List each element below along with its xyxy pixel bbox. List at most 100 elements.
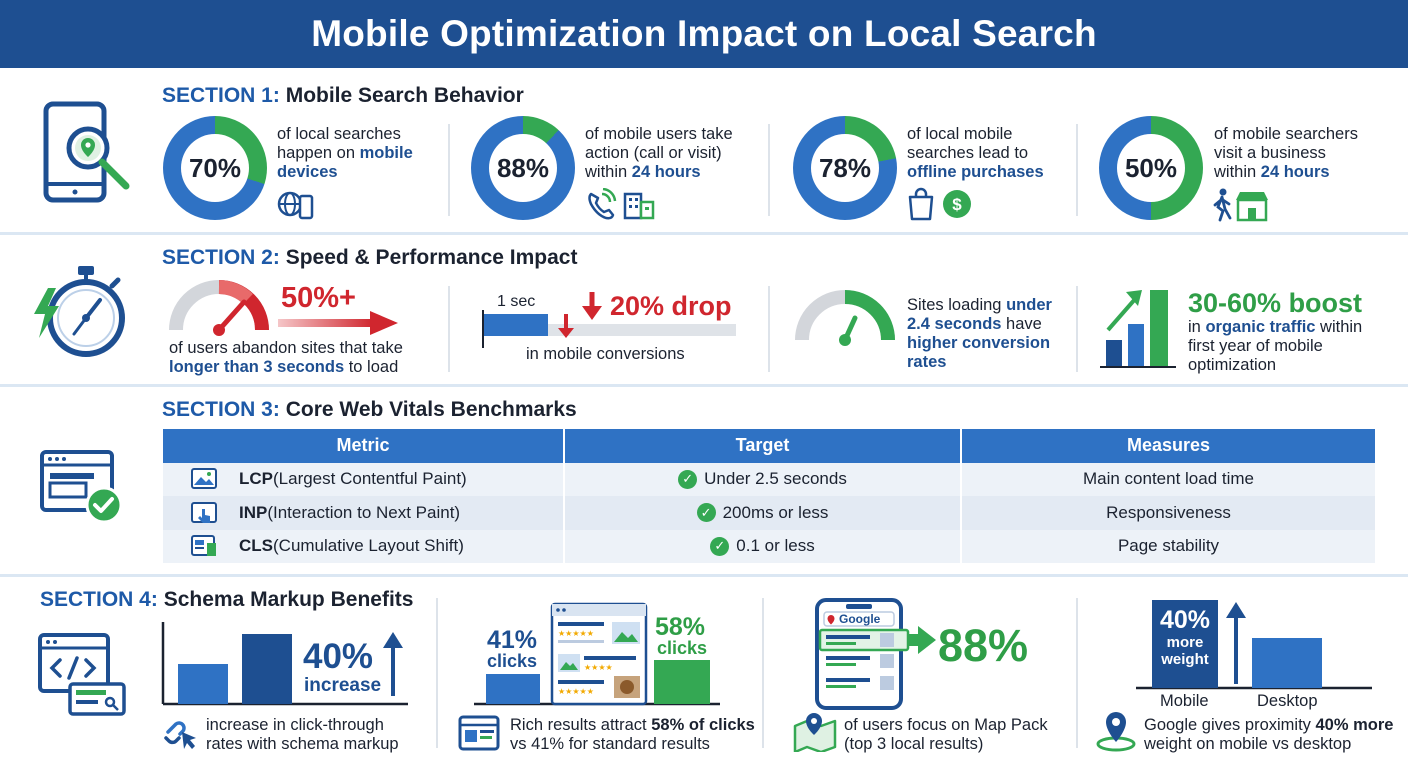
bar-with-schema bbox=[242, 634, 292, 704]
section-1-name: Mobile Search Behavior bbox=[285, 84, 524, 107]
section-1-number: SECTION 1: bbox=[162, 84, 280, 107]
one-second-label: 1 sec bbox=[497, 293, 536, 310]
abandon-value: 50%+ bbox=[281, 282, 356, 314]
target-cell: ✓ 0.1 or less bbox=[565, 529, 962, 563]
svg-text:★★★★: ★★★★ bbox=[584, 663, 613, 672]
stat-text-action-24h: of mobile users take action (call or vis… bbox=[585, 125, 733, 181]
proximity-text: Google gives proximity 40% more weight o… bbox=[1144, 716, 1394, 753]
divider bbox=[436, 598, 438, 748]
growth-chart-icon bbox=[1100, 290, 1176, 368]
svg-text:★★★★★: ★★★★★ bbox=[558, 629, 594, 638]
fast-gauge-icon bbox=[795, 290, 895, 346]
speed-gauge-icon bbox=[169, 280, 269, 336]
section-divider bbox=[0, 232, 1408, 235]
layout-icon bbox=[191, 535, 216, 557]
section-4-title: SECTION 4: Schema Markup Benefits bbox=[40, 588, 414, 611]
svg-text:$: $ bbox=[952, 195, 962, 214]
proximity-bar-chart bbox=[1136, 600, 1372, 690]
donut-chart-action-24h: 88% bbox=[471, 116, 575, 220]
donut-chart-offline-purchases: 78% bbox=[793, 116, 897, 220]
code-browser-icon bbox=[38, 633, 126, 716]
stopwatch-icon bbox=[34, 266, 125, 357]
check-icon: ✓ bbox=[710, 536, 730, 556]
divider bbox=[768, 124, 770, 216]
phone-call-icon bbox=[588, 188, 655, 220]
check-icon: ✓ bbox=[696, 503, 716, 523]
donut-value: 50% bbox=[1117, 134, 1185, 202]
boost-text: in organic traffic within first year of … bbox=[1188, 318, 1363, 374]
map-pack-phone-icon bbox=[815, 598, 936, 710]
page-title: Mobile Optimization Impact on Local Sear… bbox=[311, 13, 1097, 54]
proximity-label: 40% more weight bbox=[1159, 606, 1211, 668]
stat-text-mobile-searches: of local searches happen on mobile devic… bbox=[277, 125, 413, 181]
drop-value: 20% drop bbox=[610, 291, 732, 321]
donut-value: 70% bbox=[181, 134, 249, 202]
check-icon: ✓ bbox=[678, 469, 698, 489]
divider bbox=[448, 286, 450, 372]
bar-desktop bbox=[1252, 638, 1322, 688]
measures-cell: Page stability bbox=[962, 529, 1375, 563]
map-pin-icon bbox=[793, 713, 837, 752]
ctr-sub: increase bbox=[304, 675, 382, 696]
column-header-measures: Measures bbox=[962, 429, 1375, 463]
donut-value: 78% bbox=[811, 134, 879, 202]
measures-cell: Responsiveness bbox=[962, 496, 1375, 530]
walking-person-icon bbox=[1213, 188, 1268, 222]
mobile-search-icon bbox=[43, 101, 130, 203]
donut-chart-visit-business: 50% bbox=[1099, 116, 1203, 220]
table-row: LCP (Largest Contentful Paint) ✓ Under 2.… bbox=[163, 462, 1375, 496]
metric-cell: INP (Interaction to Next Paint) bbox=[163, 496, 565, 530]
section-divider bbox=[0, 384, 1408, 387]
divider bbox=[762, 598, 764, 748]
abandon-text: of users abandon sites that take longer … bbox=[169, 339, 403, 376]
page-header: Mobile Optimization Impact on Local Sear… bbox=[0, 0, 1408, 68]
ctr-bar-chart bbox=[161, 622, 408, 706]
section-divider bbox=[0, 574, 1408, 577]
location-pin-icon bbox=[1096, 712, 1136, 752]
table-row: INP (Interaction to Next Paint) ✓ 200ms o… bbox=[163, 496, 1375, 530]
shopping-bag-icon: $ bbox=[908, 187, 971, 221]
table-row: CLS (Cumulative Layout Shift) ✓ 0.1 or le… bbox=[163, 529, 1375, 563]
core-web-vitals-table: Metric Target Measures LCP (Largest Cont… bbox=[163, 429, 1375, 563]
image-icon bbox=[191, 468, 217, 490]
metric-cell: LCP (Largest Contentful Paint) bbox=[163, 462, 565, 496]
target-cell: ✓ Under 2.5 seconds bbox=[565, 462, 962, 496]
red-arrow-right-icon bbox=[278, 311, 398, 335]
column-header-metric: Metric bbox=[163, 429, 565, 463]
metric-cell: CLS (Cumulative Layout Shift) bbox=[163, 529, 565, 563]
divider bbox=[448, 124, 450, 216]
browser-check-icon bbox=[40, 450, 123, 524]
conversion-drop-bar bbox=[482, 292, 736, 348]
column-header-target: Target bbox=[565, 429, 962, 463]
pointer-link-icon bbox=[164, 721, 196, 749]
donut-value: 88% bbox=[489, 134, 557, 202]
divider bbox=[768, 286, 770, 372]
stat-text-visit-business: of mobile searchers visit a business wit… bbox=[1214, 125, 1358, 181]
drop-caption: in mobile conversions bbox=[526, 345, 685, 363]
stat-text-offline-purchases: of local mobile searches lead to offline… bbox=[907, 125, 1044, 181]
x-label-desktop: Desktop bbox=[1257, 692, 1318, 710]
map-pack-text: of users focus on Map Pack (top 3 local … bbox=[844, 716, 1048, 753]
globe-icon bbox=[277, 191, 314, 220]
donut-chart-mobile-searches: 70% bbox=[163, 116, 267, 220]
ctr-value: 40% bbox=[303, 637, 374, 676]
fast-loading-text: Sites loading under 2.4 seconds have hig… bbox=[907, 296, 1052, 371]
section-1-title: SECTION 1: Mobile Search Behavior bbox=[162, 84, 524, 108]
divider bbox=[1076, 286, 1078, 372]
divider bbox=[1076, 124, 1078, 216]
standard-clicks-value: 41% bbox=[487, 626, 538, 654]
google-brand-label: Google bbox=[839, 612, 881, 626]
divider bbox=[1076, 598, 1078, 748]
map-pack-value: 88% bbox=[938, 620, 1029, 671]
standard-clicks-label: clicks bbox=[487, 651, 538, 671]
target-cell: ✓ 200ms or less bbox=[565, 496, 962, 530]
tap-icon bbox=[191, 501, 217, 523]
rich-results-text: Rich results attract 58% of clicks vs 41… bbox=[510, 716, 755, 753]
table-header-row: Metric Target Measures bbox=[163, 429, 1375, 463]
bar-without-schema bbox=[178, 664, 228, 704]
rich-clicks-value: 58% bbox=[655, 613, 706, 641]
results-page-icon bbox=[458, 715, 500, 751]
svg-text:★★★★★: ★★★★★ bbox=[558, 687, 594, 696]
section-3-title: SECTION 3: Core Web Vitals Benchmarks bbox=[162, 398, 577, 421]
ctr-text: increase in click-through rates with sch… bbox=[206, 716, 399, 753]
